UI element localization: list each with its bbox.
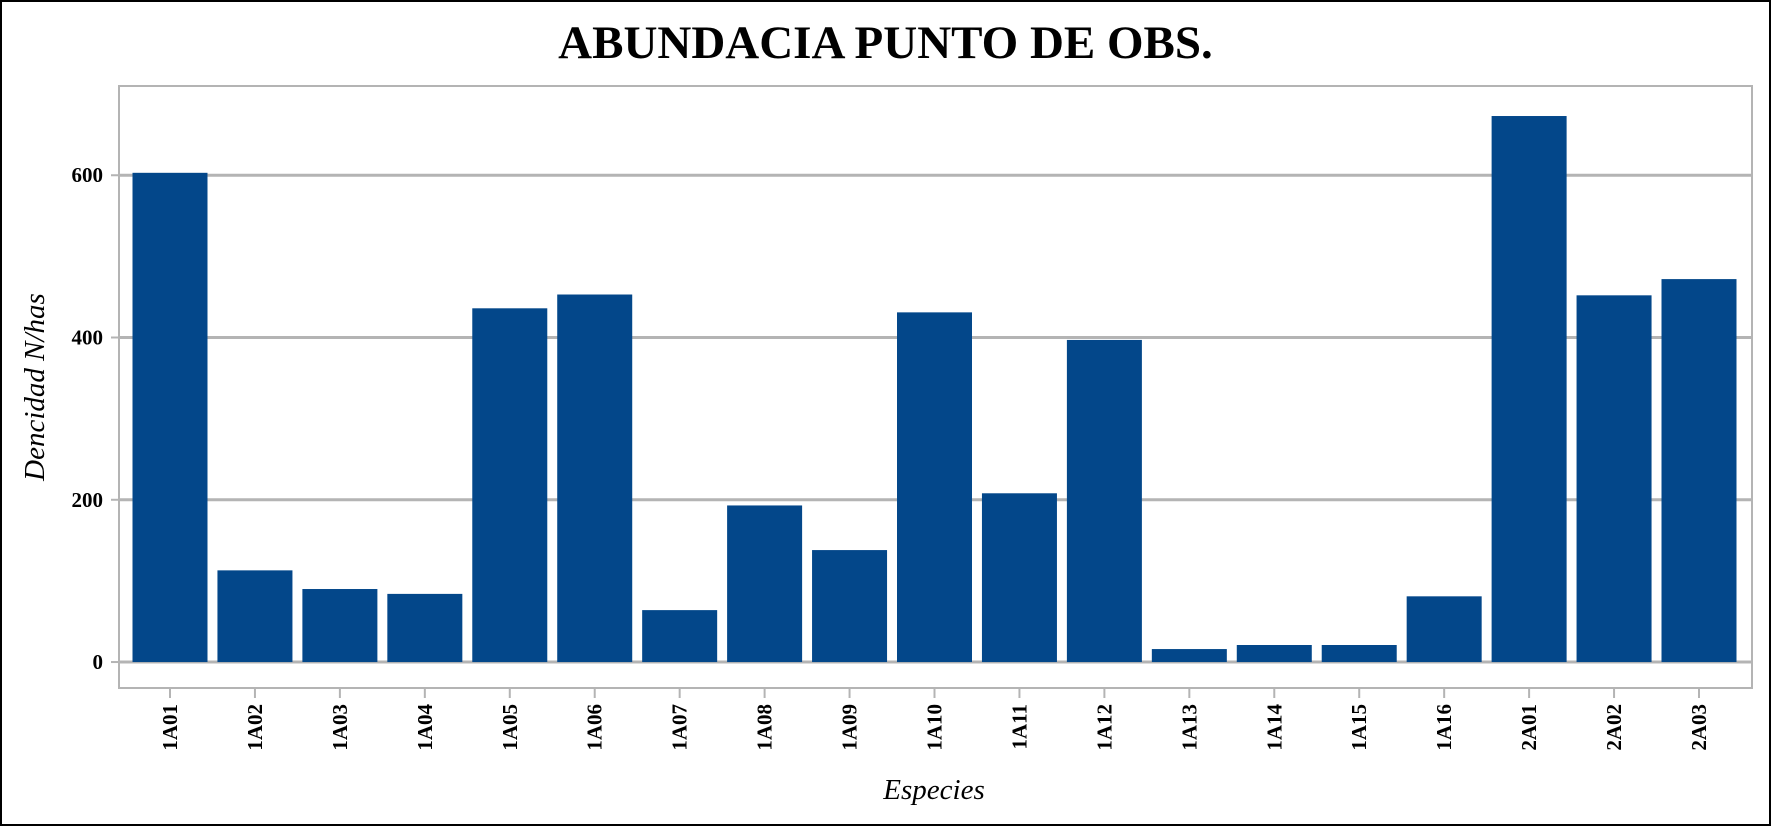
x-axis-label: Especies: [882, 774, 984, 806]
chart-title: ABUNDACIA PUNTO DE OBS.: [558, 17, 1213, 69]
x-tick-label: 1A01: [158, 704, 182, 751]
y-tick-label: 0: [93, 650, 104, 674]
bar-1A14: [1236, 645, 1312, 663]
bar-1A08: [727, 505, 803, 663]
x-tick-label: 1A07: [668, 704, 692, 751]
bar-1A10: [897, 312, 972, 663]
x-tick-label: 2A02: [1602, 704, 1626, 751]
x-tick-label: 1A15: [1347, 704, 1371, 751]
x-axis-ticks: 1A01 1A02 1A03 1A04 1A05 1A06 1A07 1A08 1A09 1A10…: [158, 688, 1711, 751]
bar-1A15: [1321, 645, 1397, 663]
bar-1A01: [132, 172, 208, 663]
x-tick-label: 1A10: [923, 704, 947, 751]
bar-1A05: [472, 308, 548, 663]
x-tick-label: 2A03: [1687, 704, 1711, 751]
bar-2A01: [1491, 116, 1567, 663]
bar-1A11: [981, 493, 1057, 663]
y-axis-ticks: 0 200 400 600: [72, 163, 119, 674]
x-tick-label: 1A12: [1092, 704, 1116, 751]
x-tick-label: 1A02: [243, 704, 267, 751]
y-tick-label: 600: [72, 163, 104, 187]
bar-1A02: [217, 570, 293, 663]
bar-1A06: [557, 294, 633, 663]
x-tick-label: 1A06: [583, 704, 607, 751]
y-axis-label: Dencidad N/has: [19, 293, 51, 482]
bar-1A09: [812, 550, 888, 663]
bar-1A04: [387, 593, 463, 663]
y-tick-label: 200: [72, 488, 104, 512]
x-tick-label: 1A05: [498, 704, 522, 751]
bar-1A13: [1151, 649, 1227, 663]
y-tick-label: 400: [72, 326, 104, 350]
bar-2A03: [1661, 279, 1737, 663]
x-tick-label: 1A03: [328, 704, 352, 751]
bar-1A07: [642, 610, 718, 663]
bar-1A16: [1406, 596, 1482, 663]
x-tick-label: 1A16: [1432, 704, 1456, 751]
x-tick-label: 1A09: [838, 704, 862, 751]
bar-2A02: [1576, 295, 1652, 663]
x-tick-label: 1A11: [1007, 704, 1031, 750]
x-tick-label: 2A01: [1517, 704, 1541, 751]
bars: [132, 116, 1737, 663]
x-tick-label: 1A04: [413, 704, 437, 751]
bar-1A12: [1066, 339, 1142, 663]
bar-1A03: [302, 589, 378, 663]
x-tick-label: 1A08: [753, 704, 777, 751]
x-tick-label: 1A14: [1262, 704, 1286, 751]
x-tick-label: 1A13: [1177, 704, 1201, 751]
